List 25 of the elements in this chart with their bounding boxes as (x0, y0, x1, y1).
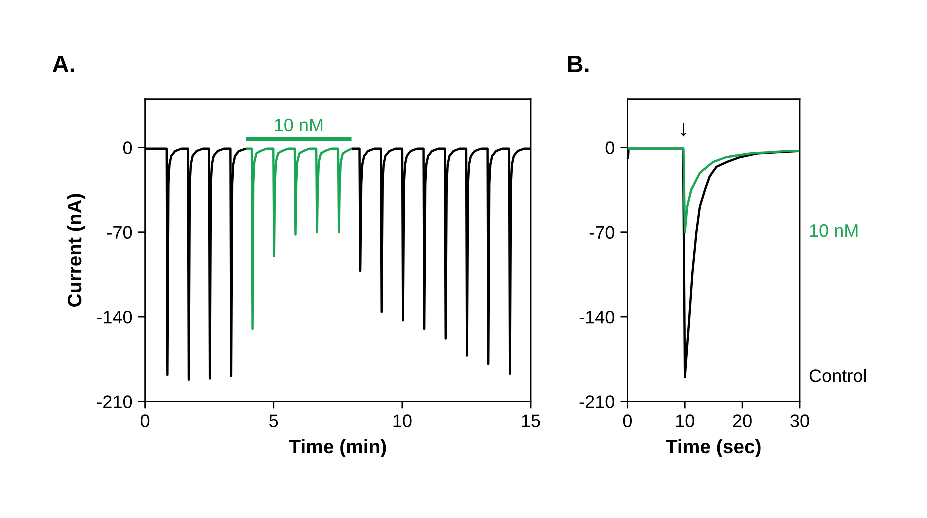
x-axis-title: Time (sec) (666, 439, 761, 458)
x-tick-label: 10 (394, 414, 412, 428)
series-label: 10 nM (275, 118, 323, 132)
y-tick-label: 0 (606, 142, 614, 154)
y-tick-label: -70 (108, 226, 132, 240)
x-tick-label: 30 (790, 414, 810, 428)
x-axis-title: Time (min) (289, 439, 386, 458)
text: Control (810, 369, 866, 382)
chart-title: A. (52, 56, 74, 72)
y-tick-label: 0 (123, 142, 132, 154)
y-tick-label: -140 (97, 310, 132, 324)
y-tick-label: -210 (97, 396, 132, 408)
x-tick-label: 10 (676, 414, 694, 428)
x-tick-label: 15 (522, 414, 540, 428)
y-tick-label: -210 (580, 396, 614, 408)
chart-title: B. (568, 56, 589, 72)
y-tick-label: -70 (590, 226, 614, 240)
x-tick-label: 0 (623, 414, 632, 428)
x-tick-label: 20 (733, 414, 752, 428)
text: 10 nM (810, 224, 858, 238)
x-tick-label: 0 (140, 414, 150, 428)
annotation: ↓ (681, 123, 686, 137)
y-axis-title: Current (nA) (67, 194, 86, 307)
x-tick-label: 5 (270, 414, 278, 428)
y-tick-label: -140 (580, 310, 614, 324)
